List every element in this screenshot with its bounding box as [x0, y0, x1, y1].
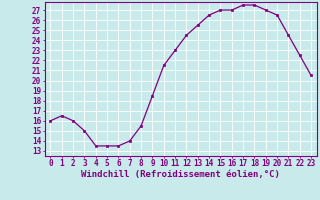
X-axis label: Windchill (Refroidissement éolien,°C): Windchill (Refroidissement éolien,°C) [81, 170, 280, 179]
